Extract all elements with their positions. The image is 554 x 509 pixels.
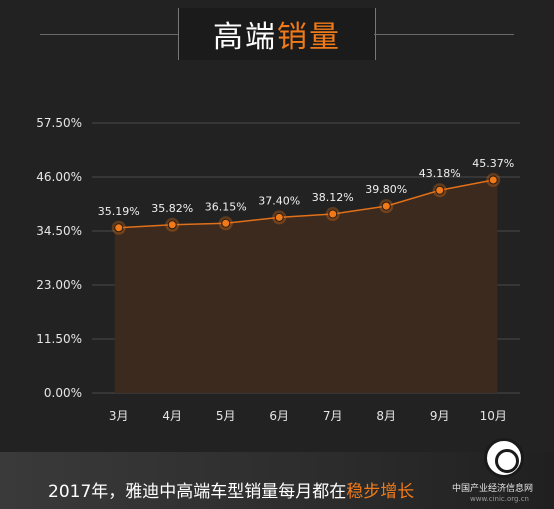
data-label: 35.19% bbox=[98, 205, 140, 218]
x-tick-label: 7月 bbox=[323, 409, 343, 423]
area-fill bbox=[114, 179, 498, 393]
data-points bbox=[111, 172, 501, 235]
x-tick-label: 9月 bbox=[430, 409, 450, 423]
chart-title-part1: 高端 bbox=[213, 20, 277, 55]
data-point bbox=[274, 212, 284, 222]
title-divider-left bbox=[40, 34, 178, 35]
data-label: 43.18% bbox=[419, 167, 461, 180]
data-labels: 35.19% 35.82% 36.15% 37.40% 38.12% 39.80% 43.1… bbox=[98, 157, 514, 218]
area-chart: 0.00% 11.50% 23.00% 34.50% 46.00% 57.50% 35.1… bbox=[36, 116, 520, 423]
series-line bbox=[118, 179, 494, 229]
data-point bbox=[488, 175, 498, 185]
footer-caption: 2017年，雅迪中高端车型销量每月都在稳步增长 bbox=[48, 477, 414, 502]
watermark-name: 中国产业经济信息网 bbox=[452, 484, 534, 494]
y-tick-label: 46.00% bbox=[36, 170, 82, 184]
data-point bbox=[114, 223, 124, 233]
data-point bbox=[381, 201, 391, 211]
data-point bbox=[435, 185, 445, 195]
watermark-url: www.cinic.org.cn bbox=[470, 495, 529, 503]
x-tick-label: 4月 bbox=[162, 409, 182, 423]
y-tick-label: 57.50% bbox=[36, 116, 82, 130]
x-tick-label: 5月 bbox=[216, 409, 236, 423]
x-tick-label: 3月 bbox=[109, 409, 129, 423]
x-tick-label: 8月 bbox=[376, 409, 396, 423]
y-tick-label: 11.50% bbox=[36, 332, 82, 346]
data-label: 35.82% bbox=[151, 202, 193, 215]
data-label: 39.80% bbox=[365, 183, 407, 196]
data-label: 36.15% bbox=[205, 200, 247, 213]
data-point bbox=[328, 209, 338, 219]
chart-title-part2: 销量 bbox=[277, 20, 341, 55]
y-tick-label: 23.00% bbox=[36, 278, 82, 292]
chart-title: 高端 销量 bbox=[178, 8, 376, 60]
footer-banner: 2017年，雅迪中高端车型销量每月都在稳步增长 bbox=[0, 452, 554, 509]
data-point bbox=[167, 220, 177, 230]
y-tick-label: 34.50% bbox=[36, 224, 82, 238]
data-label: 38.12% bbox=[312, 191, 354, 204]
x-tick-label: 10月 bbox=[480, 409, 507, 423]
title-area: 高端 销量 bbox=[0, 0, 554, 64]
footer-accent-text: 稳步增长 bbox=[346, 482, 415, 502]
x-tick-label: 6月 bbox=[269, 409, 289, 423]
cinic-logo-icon bbox=[484, 438, 524, 478]
x-axis-labels: 3月 4月 5月 6月 7月 8月 9月 10月 bbox=[109, 409, 507, 423]
data-point bbox=[221, 218, 231, 228]
data-label: 45.37% bbox=[472, 157, 514, 170]
y-tick-label: 0.00% bbox=[44, 386, 82, 400]
y-axis-labels: 0.00% 11.50% 23.00% 34.50% 46.00% 57.50% bbox=[36, 116, 82, 400]
title-divider-right bbox=[374, 34, 514, 35]
footer-text: 2017年，雅迪中高端车型销量每月都在 bbox=[48, 482, 347, 502]
data-label: 37.40% bbox=[258, 194, 300, 207]
